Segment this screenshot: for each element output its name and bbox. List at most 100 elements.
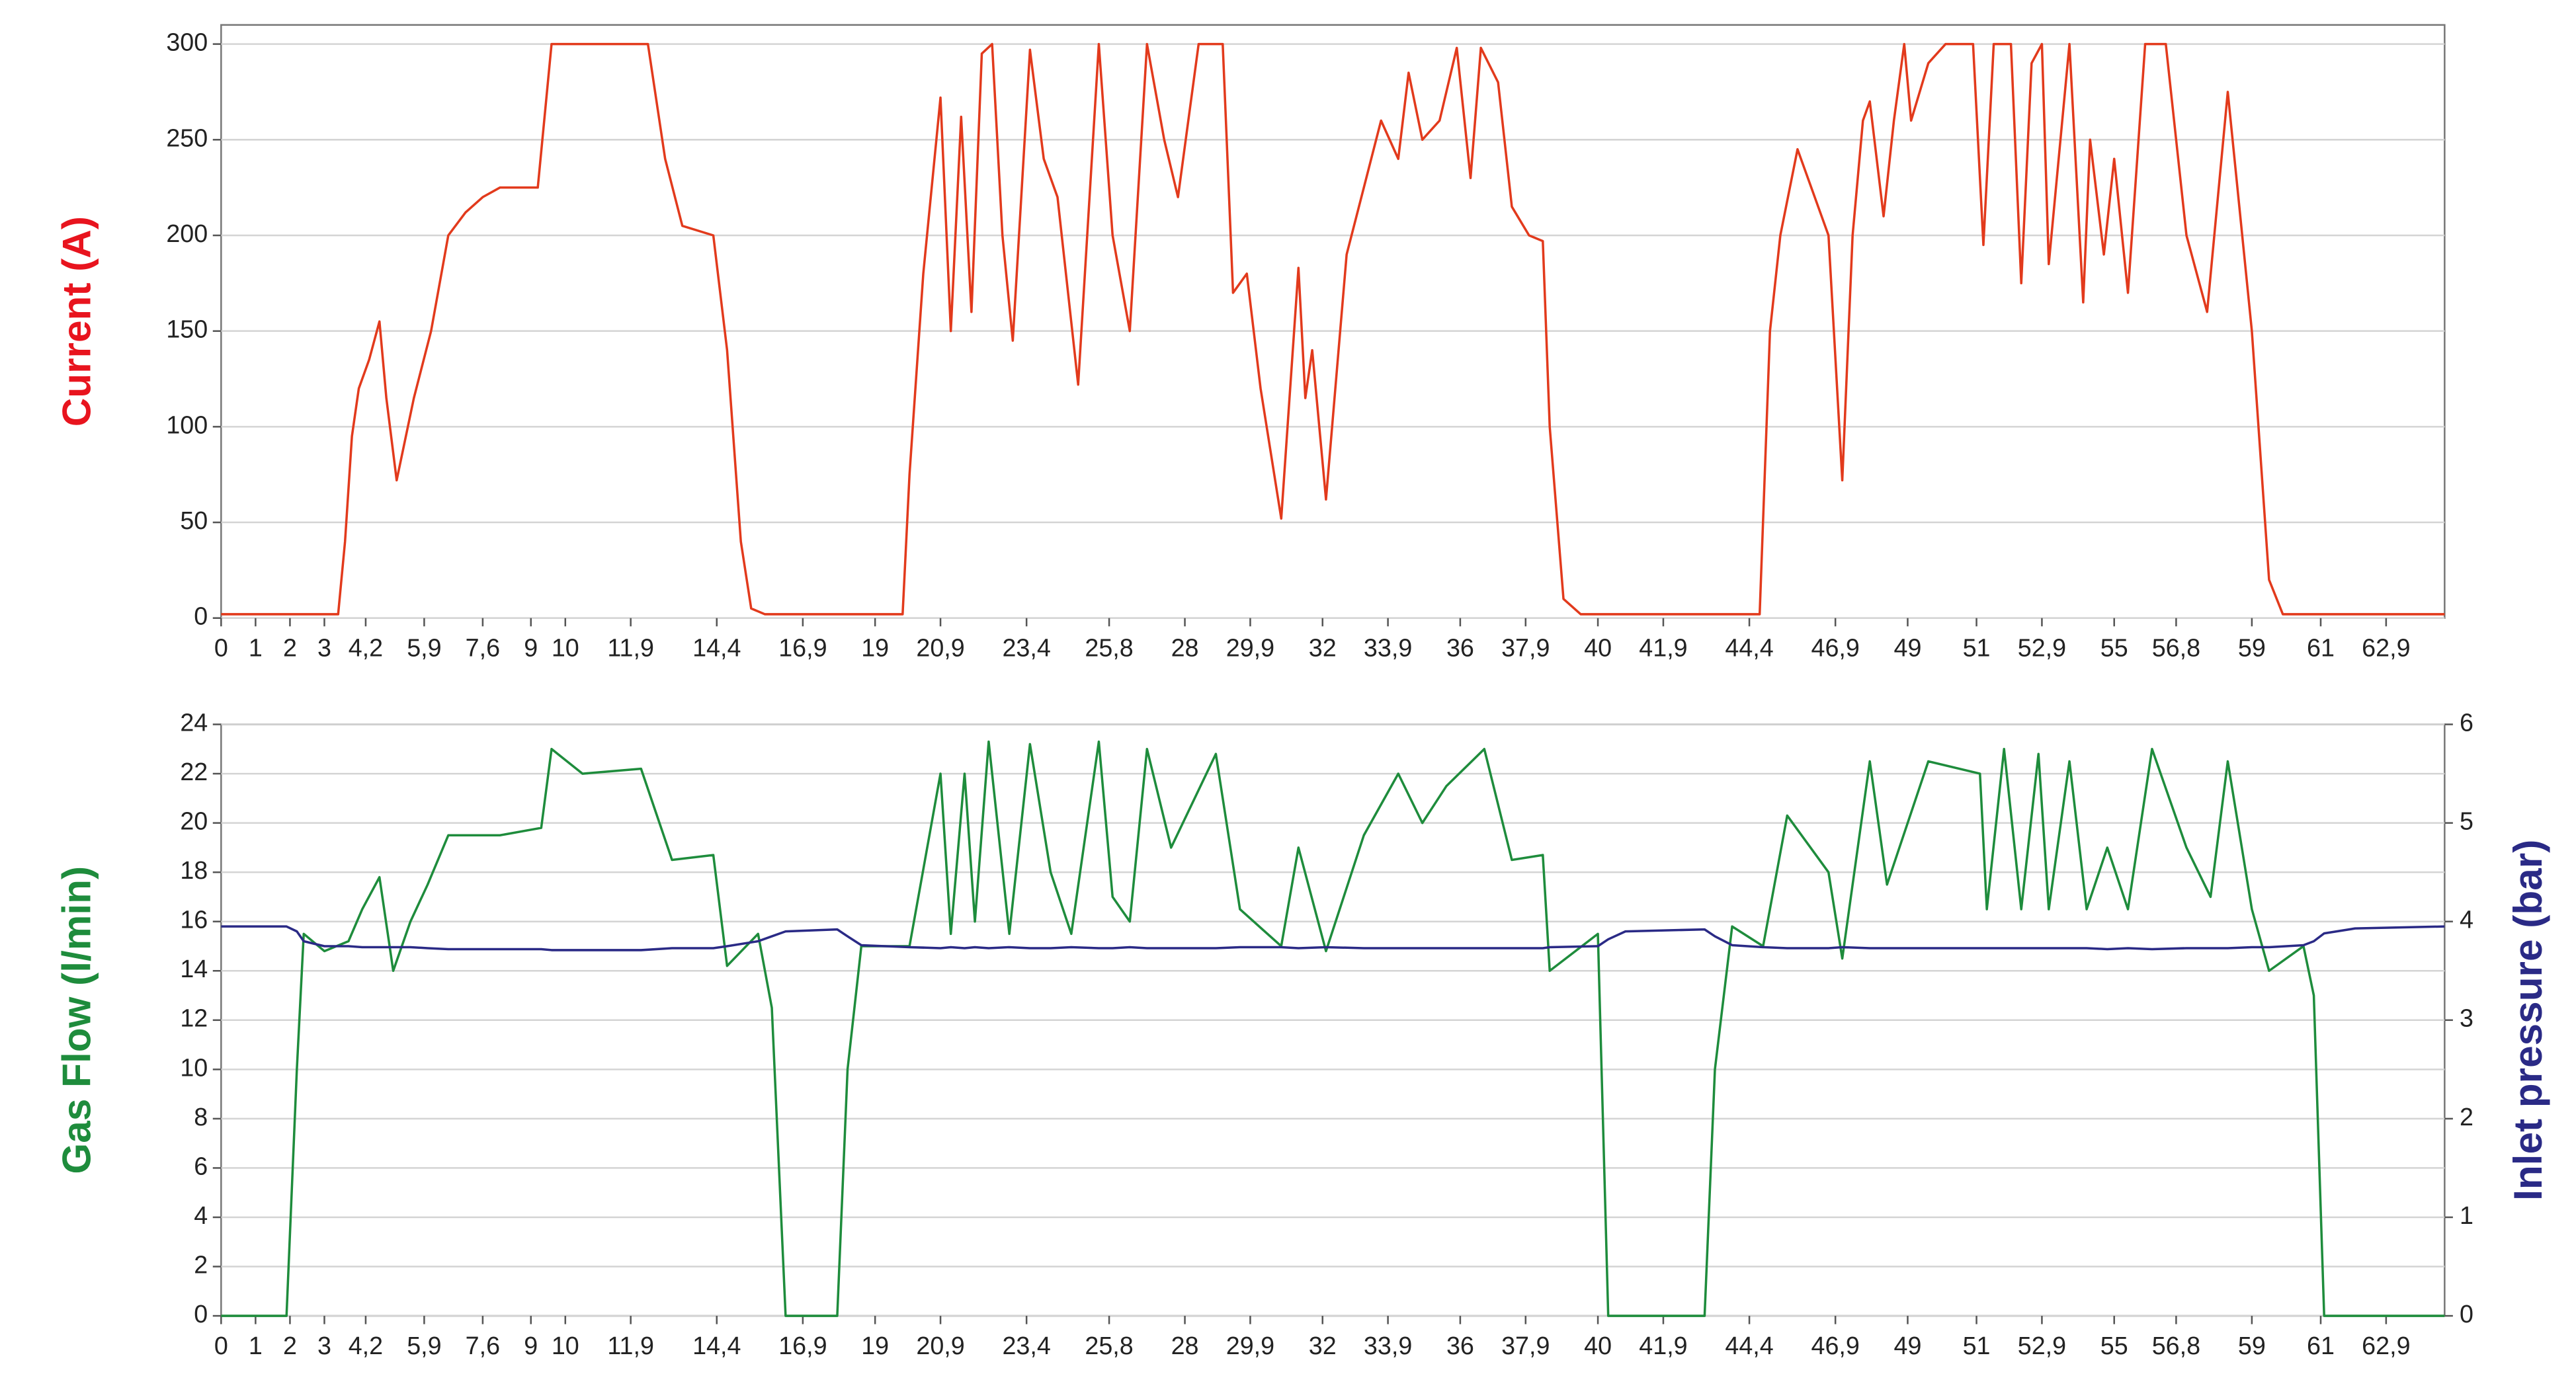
y2-tick-label: 1 [2460,1201,2473,1229]
x-tick-label: 14,4 [692,1332,741,1359]
y-tick-label: 6 [194,1152,208,1180]
x-tick-label: 11,9 [607,1332,654,1359]
y-tick-label: 200 [166,220,208,247]
x-tick-label: 51 [1963,1332,1991,1359]
y-tick-label: 12 [180,1004,208,1032]
x-tick-label: 40 [1584,1332,1612,1359]
x-tick-label: 44,4 [1725,1332,1773,1359]
x-tick-label: 23,4 [1002,1332,1050,1359]
x-tick-label: 59 [2238,1332,2266,1359]
y-tick-label: 8 [194,1103,208,1131]
x-tick-label: 25,8 [1085,633,1133,661]
x-tick-label: 2 [283,633,297,661]
y-tick-label: 20 [180,807,208,835]
x-tick-label: 23,4 [1002,633,1050,661]
y-tick-label: 16 [180,906,208,934]
x-tick-label: 32 [1309,1332,1337,1359]
x-tick-label: 3 [317,633,331,661]
y-tick-label: 0 [194,602,208,630]
x-tick-label: 49 [1894,633,1922,661]
x-tick-label: 41,9 [1639,633,1687,661]
x-tick-label: 20,9 [916,1332,964,1359]
x-tick-label: 61 [2307,633,2335,661]
y2-tick-label: 3 [2460,1004,2473,1032]
x-tick-label: 56,8 [2152,633,2200,661]
x-tick-label: 0 [214,1332,228,1359]
x-tick-label: 62,9 [2362,633,2410,661]
y-tick-label: 100 [166,411,208,438]
y-tick-label: 150 [166,315,208,343]
data-line [221,42,2445,616]
y2-axis-label: Inlet pressure (bar) [2505,840,2550,1201]
x-tick-label: 29,9 [1226,633,1274,661]
x-tick-label: 4,2 [349,1332,383,1359]
x-tick-label: 5,9 [407,1332,441,1359]
y-tick-label: 22 [180,758,208,786]
y-tick-label: 24 [180,708,208,736]
y-tick-label: 18 [180,856,208,884]
x-tick-label: 41,9 [1639,1332,1687,1359]
x-tick-label: 10 [552,633,579,661]
x-tick-label: 25,8 [1085,1332,1133,1359]
y-tick-label: 250 [166,124,208,151]
x-tick-label: 36 [1446,633,1474,661]
x-tick-label: 62,9 [2362,1332,2410,1359]
x-tick-label: 61 [2307,1332,2335,1359]
x-tick-label: 33,9 [1364,1332,1412,1359]
x-tick-label: 16,9 [778,633,827,661]
x-tick-label: 51 [1963,633,1991,661]
x-tick-label: 19 [861,633,889,661]
x-tick-label: 37,9 [1501,1332,1550,1359]
x-tick-label: 32 [1309,633,1337,661]
x-tick-label: 11,9 [607,633,654,661]
y2-tick-label: 6 [2460,708,2473,736]
x-tick-label: 33,9 [1364,633,1412,661]
y-tick-label: 50 [180,506,208,534]
x-tick-label: 3 [317,1332,331,1359]
x-tick-label: 46,9 [1811,1332,1859,1359]
x-tick-label: 5,9 [407,633,441,661]
x-tick-label: 20,9 [916,633,964,661]
x-tick-label: 9 [524,1332,538,1359]
x-tick-label: 4,2 [349,633,383,661]
data-line [221,925,2445,951]
x-tick-label: 55 [2100,1332,2128,1359]
x-tick-label: 9 [524,633,538,661]
x-tick-label: 46,9 [1811,633,1859,661]
y-tick-label: 300 [166,28,208,56]
data-line [221,740,2445,1317]
x-tick-label: 1 [249,1332,263,1359]
y-axis-label: Gas Flow (l/min) [54,866,99,1174]
x-tick-label: 28 [1171,633,1199,661]
plot-area [220,24,2446,619]
x-tick-label: 0 [214,633,228,661]
x-tick-label: 49 [1894,1332,1922,1359]
x-tick-label: 56,8 [2152,1332,2200,1359]
x-tick-label: 1 [249,633,263,661]
y-tick-label: 14 [180,955,208,983]
x-tick-label: 16,9 [778,1332,827,1359]
x-tick-label: 59 [2238,633,2266,661]
y-tick-label: 10 [180,1053,208,1081]
x-tick-label: 44,4 [1725,633,1773,661]
x-tick-label: 19 [861,1332,889,1359]
y-tick-label: 0 [194,1300,208,1328]
x-tick-label: 7,6 [466,633,500,661]
x-tick-label: 40 [1584,633,1612,661]
y2-tick-label: 0 [2460,1300,2473,1328]
x-tick-label: 55 [2100,633,2128,661]
x-tick-label: 52,9 [2018,633,2066,661]
x-tick-label: 52,9 [2018,1332,2066,1359]
x-tick-label: 14,4 [692,633,741,661]
x-tick-label: 7,6 [466,1332,500,1359]
x-tick-label: 29,9 [1226,1332,1274,1359]
y-tick-label: 2 [194,1250,208,1278]
x-tick-label: 10 [552,1332,579,1359]
y-tick-label: 4 [194,1201,208,1229]
x-tick-label: 37,9 [1501,633,1550,661]
x-tick-label: 36 [1446,1332,1474,1359]
x-tick-label: 28 [1171,1332,1199,1359]
y-axis-label: Current (A) [54,216,99,426]
y2-tick-label: 5 [2460,807,2473,835]
